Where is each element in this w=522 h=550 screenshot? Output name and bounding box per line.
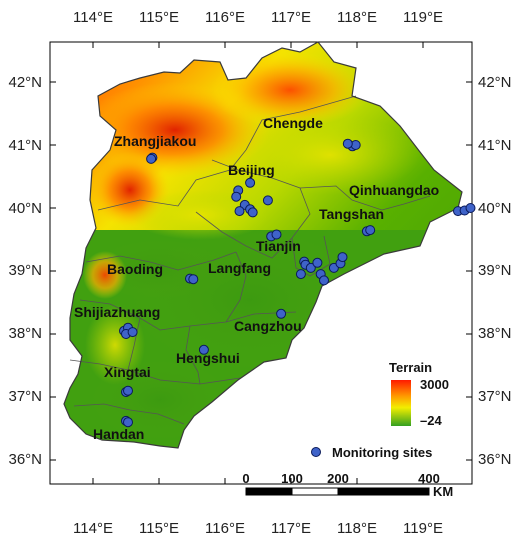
lon-label: 117°E bbox=[271, 520, 311, 537]
monitoring-site-dot bbox=[123, 417, 133, 428]
city-label-tianjin: Tianjin bbox=[256, 238, 301, 254]
lon-label: 115°E bbox=[139, 520, 179, 537]
site-legend-marker bbox=[311, 447, 321, 457]
longitude-labels-bottom: 114°E 115°E 116°E 117°E 118°E 119°E bbox=[73, 520, 443, 537]
scale-bar: 0 100 200 400 KM bbox=[242, 471, 453, 499]
lon-label: 117°E bbox=[271, 9, 311, 26]
lat-label: 39°N bbox=[478, 262, 512, 279]
city-label-qinhuangdao: Qinhuangdao bbox=[349, 182, 439, 198]
city-label-baoding: Baoding bbox=[107, 261, 163, 277]
city-label-handan: Handan bbox=[93, 426, 144, 442]
lat-label: 42°N bbox=[478, 74, 512, 91]
scale-label-0: 0 bbox=[242, 471, 249, 486]
scale-unit: KM bbox=[433, 484, 453, 499]
monitoring-site-dot bbox=[198, 344, 209, 355]
lon-label: 118°E bbox=[337, 9, 377, 26]
city-label-hengshui: Hengshui bbox=[176, 350, 240, 366]
terrain-legend: Terrain 3000 –24 bbox=[389, 360, 449, 428]
terrain-legend-title: Terrain bbox=[389, 360, 432, 375]
lat-label: 37°N bbox=[8, 388, 42, 405]
monitoring-site-dot bbox=[123, 385, 133, 396]
lon-label: 115°E bbox=[139, 9, 179, 26]
monitoring-site-dot bbox=[247, 207, 258, 218]
city-label-tangshan: Tangshan bbox=[319, 206, 384, 222]
monitoring-site-dot bbox=[365, 225, 376, 236]
scale-segment-3 bbox=[337, 487, 430, 496]
monitoring-site-dot bbox=[127, 327, 138, 338]
lon-label: 114°E bbox=[73, 520, 113, 537]
monitoring-site-dot bbox=[262, 195, 273, 206]
city-label-beijing: Beijing bbox=[228, 162, 275, 178]
lat-label: 40°N bbox=[8, 200, 42, 217]
monitoring-site-dot bbox=[312, 257, 323, 268]
scale-label-400: 400 bbox=[418, 471, 440, 486]
scale-segment-2 bbox=[291, 487, 339, 496]
monitoring-site-dot bbox=[271, 229, 282, 240]
lat-label: 38°N bbox=[8, 325, 42, 342]
lon-label: 118°E bbox=[337, 520, 377, 537]
lat-label: 39°N bbox=[8, 262, 42, 279]
lat-label: 41°N bbox=[8, 137, 42, 154]
axis-tick-marks bbox=[50, 42, 472, 484]
monitoring-site-dot bbox=[337, 252, 348, 263]
monitoring-site-dot bbox=[319, 275, 329, 286]
monitoring-site-dot bbox=[231, 191, 242, 202]
latitude-labels-right: 42°N 41°N 40°N 39°N 38°N 37°N 36°N bbox=[478, 74, 512, 468]
lon-label: 116°E bbox=[205, 520, 245, 537]
lat-label: 37°N bbox=[478, 388, 512, 405]
terrain-colorbar bbox=[391, 380, 411, 426]
city-label-chengde: Chengde bbox=[263, 115, 323, 131]
city-label-zhangjiakou: Zhangjiakou bbox=[114, 133, 196, 149]
prefecture-boundaries bbox=[69, 95, 431, 425]
city-labels: Zhangjiakou Chengde Beijing Qinhuangdao … bbox=[74, 115, 439, 442]
region-outline bbox=[63, 41, 463, 449]
scale-segment-1 bbox=[245, 487, 293, 496]
monitoring-site-dot bbox=[245, 177, 256, 188]
monitoring-site-dot bbox=[342, 138, 353, 149]
sites-legend: Monitoring sites bbox=[311, 445, 432, 460]
lon-label: 119°E bbox=[403, 9, 443, 26]
sites-legend-label: Monitoring sites bbox=[332, 445, 432, 460]
monitoring-site-dot bbox=[234, 206, 245, 217]
terrain-max-label: 3000 bbox=[420, 377, 449, 392]
lat-label: 42°N bbox=[8, 74, 42, 91]
city-label-shijiazhuang: Shijiazhuang bbox=[74, 304, 160, 320]
city-label-cangzhou: Cangzhou bbox=[234, 318, 302, 334]
lat-label: 36°N bbox=[478, 451, 512, 468]
monitoring-site-dot bbox=[276, 308, 287, 319]
monitoring-site-dot bbox=[188, 274, 199, 285]
monitoring-sites bbox=[119, 138, 476, 428]
scale-label-200: 200 bbox=[327, 471, 349, 486]
scale-label-100: 100 bbox=[281, 471, 303, 486]
city-label-langfang: Langfang bbox=[208, 260, 271, 276]
lon-label: 116°E bbox=[205, 9, 245, 26]
monitoring-site-dot bbox=[465, 203, 476, 213]
lon-label: 114°E bbox=[73, 9, 113, 26]
longitude-labels-top: 114°E 115°E 116°E 117°E 118°E 119°E bbox=[73, 9, 443, 26]
lon-label: 119°E bbox=[403, 520, 443, 537]
lat-label: 41°N bbox=[478, 137, 512, 154]
lat-label: 38°N bbox=[478, 325, 512, 342]
lat-label: 40°N bbox=[478, 200, 512, 217]
terrain-min-label: –24 bbox=[420, 413, 442, 428]
city-label-xingtai: Xingtai bbox=[104, 364, 151, 380]
lat-label: 36°N bbox=[8, 451, 42, 468]
monitoring-site-dot bbox=[305, 262, 316, 273]
latitude-labels-left: 42°N 41°N 40°N 39°N 38°N 37°N 36°N bbox=[8, 74, 42, 468]
monitoring-site-dot bbox=[146, 153, 157, 164]
monitoring-site-dot bbox=[295, 269, 306, 280]
